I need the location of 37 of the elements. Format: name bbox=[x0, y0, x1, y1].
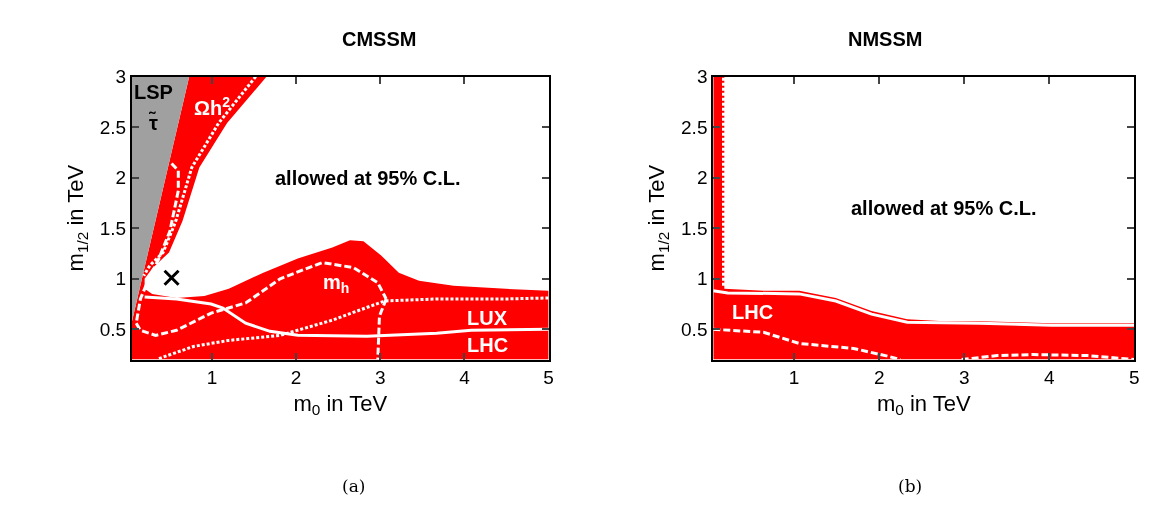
x-tick-label: 4 bbox=[1044, 367, 1056, 389]
annotation: allowed at 95% C.L. bbox=[851, 197, 1037, 219]
y-tick-label: 1.5 bbox=[681, 217, 708, 239]
y-tick-label: 1.5 bbox=[99, 217, 127, 239]
x-tick-label: 4 bbox=[459, 367, 471, 389]
y-tick-label: 0.5 bbox=[681, 318, 708, 340]
y-tick-label: 3 bbox=[696, 66, 708, 88]
chart-title: NMSSM bbox=[848, 28, 923, 50]
text: (b) bbox=[898, 476, 923, 496]
x-tick-label: 2 bbox=[290, 367, 302, 389]
x-tick-label: 2 bbox=[873, 367, 885, 389]
annotation: allowed at 95% C.L. bbox=[275, 167, 461, 189]
annotation: τ̃ bbox=[148, 111, 159, 134]
annotation: LSP bbox=[134, 81, 173, 103]
x-tick-label: 1 bbox=[206, 367, 218, 389]
x-tick-label: 5 bbox=[543, 367, 554, 389]
annotation: LHC bbox=[467, 334, 509, 356]
text: (a) bbox=[342, 476, 366, 496]
x-tick-label: 3 bbox=[958, 367, 970, 389]
y-tick-label: 2.5 bbox=[681, 116, 708, 138]
annotation: Ωh$^{2}$ bbox=[194, 94, 231, 120]
annotation: LHC bbox=[732, 301, 774, 323]
y-tick-label: 2 bbox=[115, 167, 127, 189]
y-tick-label: 1 bbox=[696, 268, 708, 290]
y-tick-label: 0.5 bbox=[99, 318, 127, 340]
annotation: LUX bbox=[467, 307, 508, 329]
x-tick-label: 3 bbox=[375, 367, 386, 389]
annotation: m$_{h}$ bbox=[323, 271, 350, 297]
x-axis-title: m$_{0}$ in TeV bbox=[293, 390, 388, 419]
y-tick-label: 1 bbox=[115, 268, 127, 290]
chart-title: CMSSM bbox=[342, 28, 417, 50]
x-tick-label: 5 bbox=[1129, 367, 1140, 389]
y-tick-label: 2.5 bbox=[99, 116, 127, 138]
x-tick-label: 1 bbox=[788, 367, 800, 389]
x-axis-title: m$_{0}$ in TeV bbox=[876, 390, 972, 419]
y-tick-label: 3 bbox=[115, 66, 127, 88]
y-tick-label: 2 bbox=[696, 167, 708, 189]
